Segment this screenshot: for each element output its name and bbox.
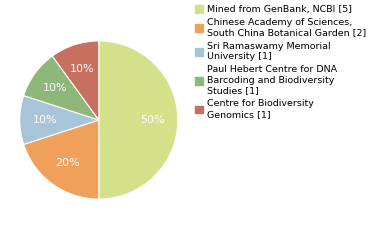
Text: 10%: 10% — [43, 84, 68, 93]
Text: 10%: 10% — [70, 64, 95, 74]
Wedge shape — [24, 120, 99, 199]
Wedge shape — [24, 56, 99, 120]
Wedge shape — [52, 41, 99, 120]
Text: 50%: 50% — [140, 115, 165, 125]
Wedge shape — [99, 41, 178, 199]
Text: 10%: 10% — [33, 115, 57, 125]
Wedge shape — [20, 96, 99, 144]
Legend: Mined from GenBank, NCBI [5], Chinese Academy of Sciences,
South China Botanical: Mined from GenBank, NCBI [5], Chinese Ac… — [195, 5, 366, 119]
Text: 20%: 20% — [55, 158, 79, 168]
